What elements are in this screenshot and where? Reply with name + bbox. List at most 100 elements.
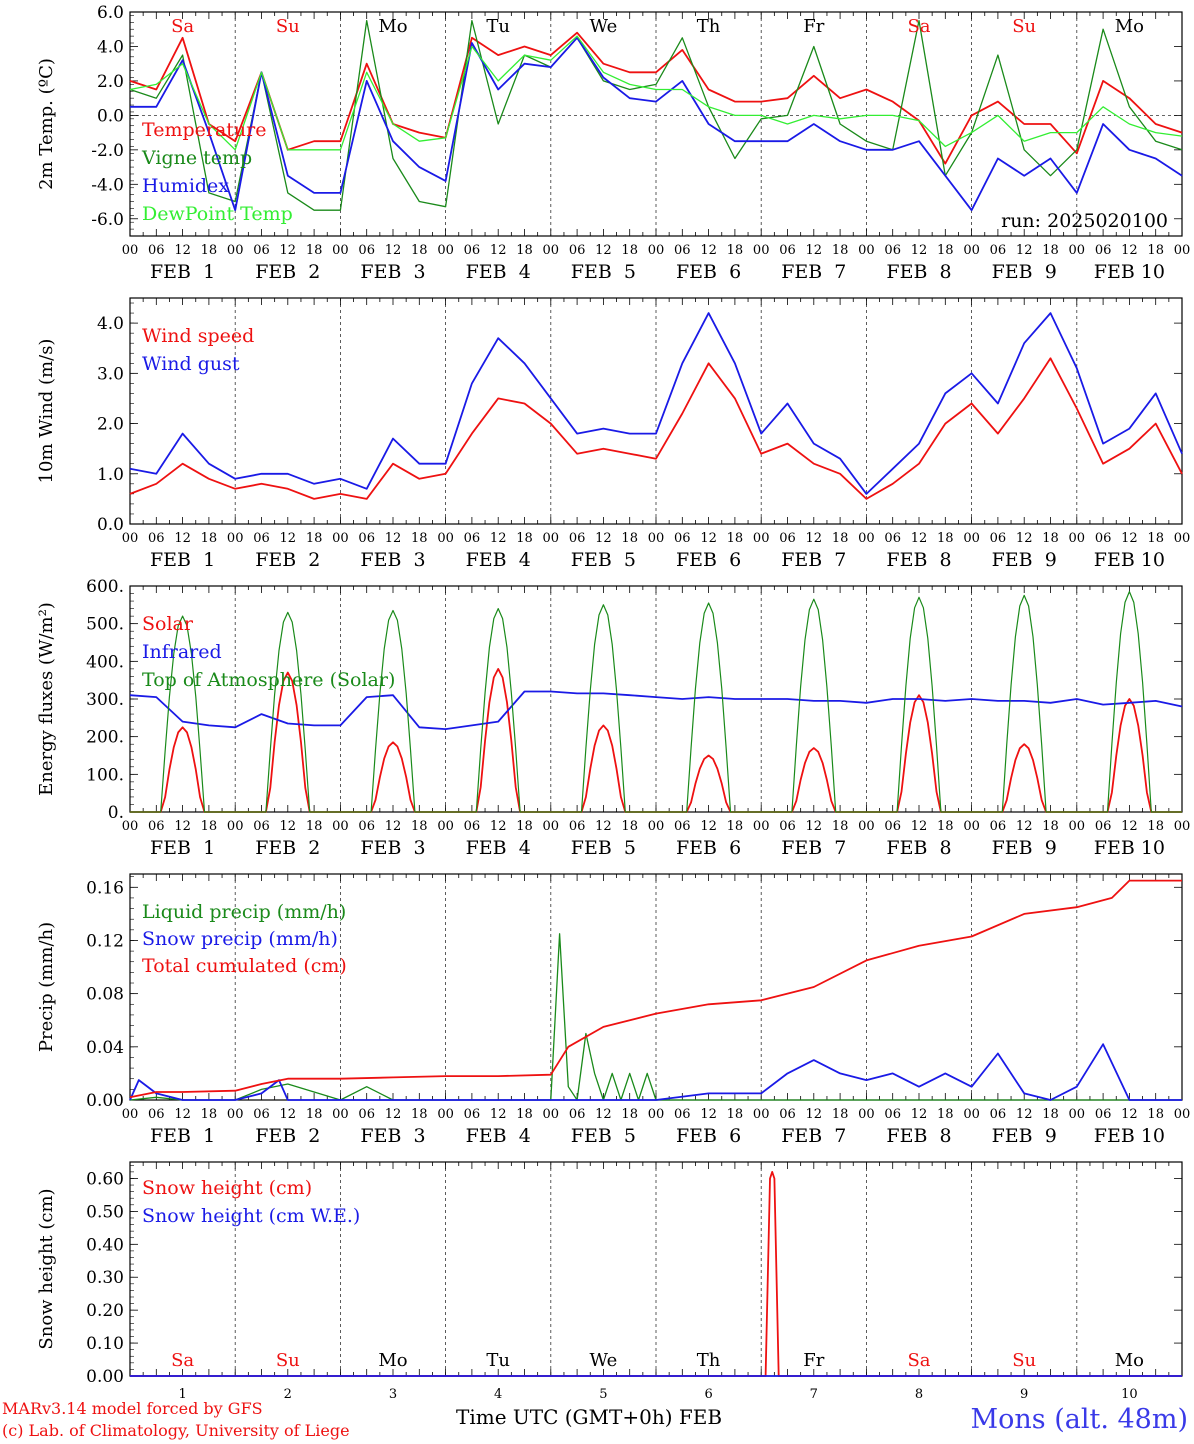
hour-tick-label: 18: [621, 1107, 638, 1122]
legend-entry: Snow height (cm): [142, 1177, 312, 1199]
hour-tick-label: 06: [884, 819, 901, 834]
date-label: FEB 3: [360, 1125, 425, 1147]
hour-tick-label: 00: [122, 531, 139, 546]
y-tick-label: 100.: [86, 765, 124, 785]
hour-tick-label: 00: [858, 243, 875, 258]
date-label: FEB 10: [1094, 837, 1165, 859]
hour-tick-label: 18: [516, 1107, 533, 1122]
date-label: FEB 7: [781, 261, 846, 283]
hour-tick-label: 06: [464, 531, 481, 546]
date-label: FEB 10: [1094, 261, 1165, 283]
hour-tick-label: 00: [543, 243, 560, 258]
hour-tick-label: 00: [648, 1107, 665, 1122]
hour-tick-label: 18: [937, 1107, 954, 1122]
x-axis-time-label: Time UTC (GMT+0h) FEB: [456, 1405, 722, 1429]
hour-tick-label: 00: [332, 819, 349, 834]
legend-entry: Wind speed: [142, 325, 254, 347]
legend-entry: Solar: [142, 613, 194, 635]
hour-tick-label: 00: [122, 819, 139, 834]
y-tick-label: 0.20: [86, 1301, 124, 1321]
hour-tick-label: 18: [306, 243, 323, 258]
hour-tick-label: 00: [227, 1107, 244, 1122]
hour-tick-label: 18: [411, 1107, 428, 1122]
x-axis-labels-3: 00 06 12 18 FEB 1 00 06 12 18 FEB 2 00 06 12 18 FEB 3 0…: [122, 819, 1191, 859]
hour-tick-label: 00: [858, 1107, 875, 1122]
weekday-label: Sa: [171, 16, 194, 37]
weekday-label: Mo: [378, 1350, 407, 1371]
hour-tick-label: 12: [911, 531, 928, 546]
hour-tick-label: 12: [490, 243, 507, 258]
hour-tick-label: 12: [911, 243, 928, 258]
y-axis-label: Energy fluxes (W/m²): [36, 602, 57, 796]
hour-tick-label: 00: [543, 1107, 560, 1122]
hour-tick-label: 00: [648, 243, 665, 258]
hour-tick-label: 12: [806, 531, 823, 546]
date-label: FEB 1: [150, 261, 215, 283]
hour-tick-label: 06: [674, 243, 691, 258]
hour-tick-label: 00: [1174, 819, 1191, 834]
date-label: FEB 4: [466, 1125, 531, 1147]
hour-tick-label: 12: [1016, 819, 1033, 834]
hour-tick-label: 12: [490, 819, 507, 834]
day-number-label: 2: [284, 1387, 292, 1402]
hour-tick-label: 00: [648, 531, 665, 546]
date-label: FEB 6: [676, 549, 741, 571]
hour-tick-label: 12: [1121, 819, 1138, 834]
y-tick-label: 2.0: [97, 415, 124, 435]
y-tick-label: 0.10: [86, 1334, 124, 1354]
x-axis-labels-1: 00 06 12 18 FEB 1 00 06 12 18 FEB 2 00 06 12 18 FEB 3 0…: [122, 243, 1191, 283]
date-label: FEB 10: [1094, 549, 1165, 571]
y-tick-label: 0.0: [97, 106, 124, 126]
hour-tick-label: 12: [385, 531, 402, 546]
hour-tick-label: 12: [1016, 531, 1033, 546]
day-number-label: 10: [1121, 1387, 1138, 1402]
hour-tick-label: 18: [1042, 531, 1059, 546]
hour-tick-label: 00: [963, 819, 980, 834]
date-label: FEB 6: [676, 1125, 741, 1147]
hour-tick-label: 00: [753, 243, 770, 258]
series-line: [129, 1043, 1182, 1101]
date-label: FEB 2: [255, 549, 320, 571]
date-label: FEB 9: [992, 549, 1057, 571]
hour-tick-label: 18: [1147, 819, 1164, 834]
weekday-label: Th: [697, 16, 721, 37]
day-number-label: 9: [1020, 1387, 1028, 1402]
hour-tick-label: 18: [832, 819, 849, 834]
y-tick-label: 200.: [86, 728, 124, 748]
hour-tick-label: 06: [148, 243, 165, 258]
panel-4: 0.16 0.12 0.08 0.04 0.00 Precip (mm/h): [36, 873, 1183, 1111]
day-number-label: 4: [494, 1387, 502, 1402]
hour-tick-label: 06: [253, 1107, 270, 1122]
y-tick-label: 0.00: [86, 1367, 124, 1387]
hour-tick-label: 00: [648, 819, 665, 834]
day-number-label: 8: [915, 1387, 923, 1402]
date-label: FEB 7: [781, 549, 846, 571]
series-line: [130, 36, 1183, 212]
hour-tick-label: 12: [1016, 243, 1033, 258]
hour-tick-label: 18: [411, 243, 428, 258]
hour-tick-label: 18: [832, 531, 849, 546]
date-label: FEB 2: [255, 261, 320, 283]
hour-tick-label: 06: [884, 531, 901, 546]
day-number-label: 5: [599, 1387, 607, 1402]
date-label: FEB 3: [360, 261, 425, 283]
hour-tick-label: 06: [990, 531, 1007, 546]
hour-tick-label: 06: [464, 1107, 481, 1122]
y-tick-label: 300.: [86, 690, 124, 710]
hour-tick-label: 00: [1174, 1107, 1191, 1122]
hour-tick-label: 06: [253, 243, 270, 258]
hour-tick-label: 12: [806, 1107, 823, 1122]
hour-tick-label: 18: [1042, 243, 1059, 258]
y-tick-label: 4.0: [97, 37, 124, 57]
hour-tick-label: 06: [358, 819, 375, 834]
hour-tick-label: 00: [332, 243, 349, 258]
hour-tick-label: 18: [306, 531, 323, 546]
date-label: FEB 5: [571, 549, 636, 571]
y-tick-label: -2.0: [91, 141, 124, 161]
hour-tick-label: 18: [516, 531, 533, 546]
weekday-labels-1: Sa Su Mo Tu We Th Fr Sa Su Mo: [171, 16, 1144, 37]
hour-tick-label: 06: [779, 819, 796, 834]
hour-tick-label: 00: [543, 819, 560, 834]
hour-tick-label: 00: [437, 819, 454, 834]
